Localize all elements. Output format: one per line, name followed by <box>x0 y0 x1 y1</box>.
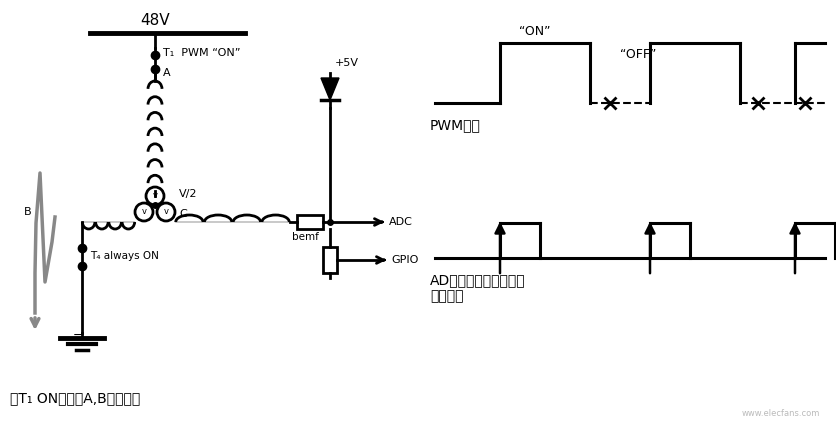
Text: AD转换在上升沿被触发
触发信号: AD转换在上升沿被触发 触发信号 <box>430 273 525 303</box>
Text: ADC: ADC <box>389 217 412 227</box>
Polygon shape <box>321 78 339 100</box>
Text: GPIO: GPIO <box>390 255 418 265</box>
Text: −: − <box>73 329 83 342</box>
Text: C: C <box>179 209 186 219</box>
Text: 48V: 48V <box>140 13 170 28</box>
Text: A: A <box>163 68 171 78</box>
Text: “OFF”: “OFF” <box>619 48 655 61</box>
Text: B: B <box>24 207 32 217</box>
Bar <box>323 247 337 273</box>
Text: V/2: V/2 <box>179 189 197 199</box>
Text: “ON”: “ON” <box>518 25 550 38</box>
Text: T₄ always ON: T₄ always ON <box>90 251 159 261</box>
Text: +5V: +5V <box>334 58 359 68</box>
Text: v: v <box>163 207 168 216</box>
Text: www.elecfans.com: www.elecfans.com <box>741 409 819 418</box>
Text: v: v <box>152 191 157 200</box>
Bar <box>297 215 323 229</box>
Text: PWM信号: PWM信号 <box>430 118 481 132</box>
Text: 在T₁ ON时流过A,B相的电流: 在T₁ ON时流过A,B相的电流 <box>10 391 140 405</box>
Text: v: v <box>141 207 146 216</box>
Text: T₁  PWM “ON”: T₁ PWM “ON” <box>163 48 240 58</box>
Text: bemf: bemf <box>292 232 319 242</box>
